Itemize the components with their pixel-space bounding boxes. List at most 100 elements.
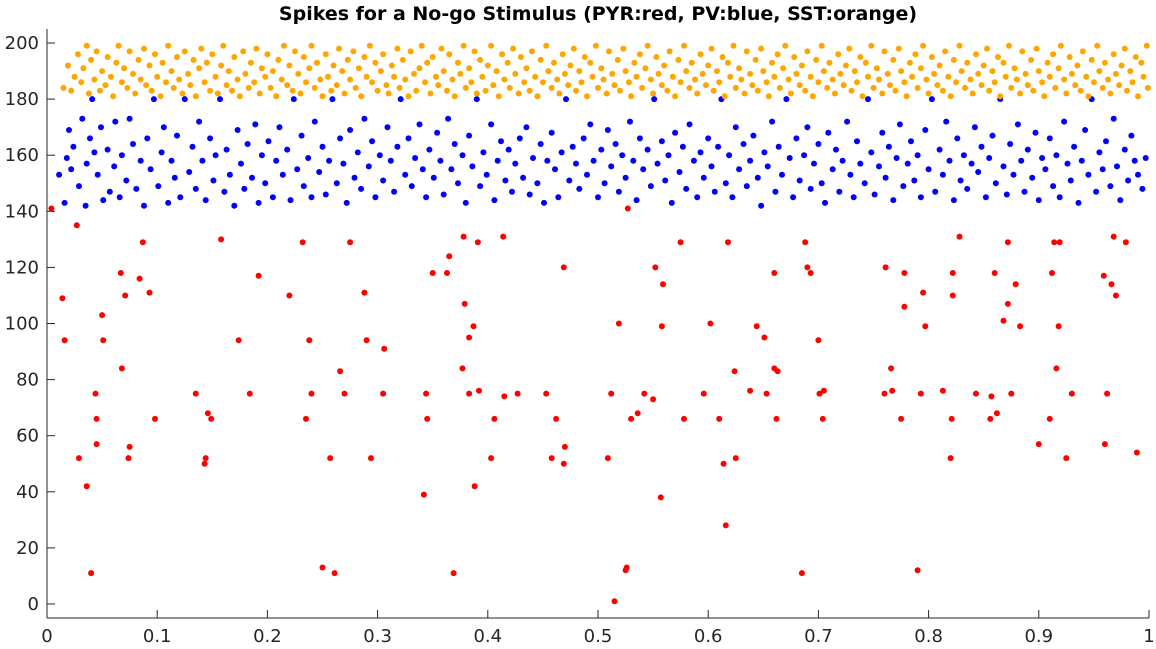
spike-point-sst — [1140, 73, 1147, 80]
spike-point-pv — [1125, 177, 1132, 184]
spike-point-pyr — [450, 570, 457, 577]
spike-point-sst — [99, 68, 106, 75]
spike-point-sst — [587, 59, 594, 66]
spike-point-pv — [640, 166, 647, 173]
spike-point-pyr — [747, 387, 754, 394]
spike-point-pv — [116, 194, 123, 201]
spike-point-pyr — [815, 337, 822, 344]
spike-point-sst — [1107, 90, 1114, 97]
spike-point-sst — [135, 56, 142, 63]
spike-point-pv — [123, 177, 130, 184]
spike-point-sst — [466, 65, 473, 72]
spike-point-pyr — [476, 387, 482, 394]
spike-point-sst — [306, 65, 313, 72]
spike-point-pv — [908, 138, 914, 145]
spike-point-pyr — [657, 494, 664, 501]
spike-point-pv — [234, 127, 241, 133]
x-tick-label: 0.5 — [584, 626, 613, 647]
spike-point-sst — [953, 79, 960, 86]
spike-point-pv — [1056, 194, 1063, 201]
spike-point-sst — [124, 84, 131, 91]
y-tick-label: 80 — [16, 370, 39, 391]
spike-point-sst — [411, 70, 417, 77]
spike-point-pyr — [363, 337, 370, 344]
spike-point-pv — [118, 152, 125, 159]
spike-point-pv — [750, 132, 757, 139]
spike-point-pv — [1053, 152, 1060, 159]
spike-point-pv — [509, 188, 515, 195]
spike-point-pv — [595, 194, 601, 201]
spike-point-sst — [132, 90, 139, 97]
spike-point-sst — [692, 76, 698, 83]
x-tick-label: 0.3 — [363, 626, 392, 647]
spike-point-pv — [569, 143, 576, 150]
spike-point-sst — [435, 82, 442, 89]
spike-point-sst — [152, 51, 158, 58]
spike-point-pv — [683, 185, 690, 192]
spike-point-sst — [978, 82, 985, 89]
spike-point-pv — [1114, 163, 1120, 170]
spike-point-pv — [786, 155, 793, 161]
spike-point-sst — [1077, 87, 1084, 94]
spike-point-sst — [923, 76, 930, 83]
spike-point-sst — [407, 48, 414, 55]
spike-point-pyr — [901, 303, 908, 310]
spike-point-pv — [676, 169, 683, 175]
spike-point-pyr — [152, 415, 158, 422]
spike-point-pyr — [93, 441, 100, 448]
spike-point-pv — [1032, 129, 1039, 136]
spike-point-sst — [936, 62, 943, 69]
spike-point-sst — [308, 42, 315, 49]
spike-point-sst — [196, 65, 203, 72]
spike-point-pv — [202, 197, 209, 204]
spike-point-sst — [644, 42, 651, 49]
spike-point-pyr — [1068, 390, 1075, 397]
spike-point-sst — [192, 93, 199, 100]
spike-point-sst — [523, 65, 530, 72]
spike-point-sst — [372, 59, 379, 66]
spike-point-sst — [868, 42, 875, 49]
spike-point-pv — [651, 96, 658, 103]
spike-point-pv — [249, 174, 255, 181]
spike-point-pv — [829, 166, 836, 173]
spike-point-sst — [743, 48, 750, 55]
spike-point-pv — [729, 194, 736, 201]
spike-point-sst — [1079, 48, 1086, 55]
spike-point-sst — [515, 90, 522, 97]
spike-point-sst — [793, 70, 800, 77]
spike-point-pyr — [889, 387, 896, 394]
spike-point-pv — [811, 160, 817, 167]
spike-point-pv — [700, 174, 707, 181]
spike-point-sst — [1094, 42, 1101, 49]
spike-point-pv — [141, 202, 147, 209]
spike-point-sst — [374, 87, 381, 94]
spike-point-sst — [1083, 73, 1090, 80]
spike-point-pv — [882, 174, 889, 181]
spike-point-pv — [790, 194, 797, 201]
spike-point-sst — [681, 42, 687, 49]
spike-point-pv — [1003, 191, 1010, 198]
spike-point-pyr — [700, 390, 707, 397]
spike-point-sst — [870, 84, 877, 91]
spike-point-pyr — [48, 205, 55, 212]
spike-point-pv — [311, 118, 318, 125]
spike-point-pyr — [720, 460, 727, 467]
spike-point-pv — [911, 177, 918, 184]
spike-point-sst — [785, 76, 792, 83]
spike-point-pv — [488, 121, 495, 128]
y-tick-label: 40 — [16, 482, 39, 503]
spike-point-pv — [1117, 197, 1124, 204]
spike-point-sst — [1000, 59, 1007, 66]
spike-point-sst — [854, 79, 860, 86]
spike-point-pv — [459, 152, 466, 159]
spike-point-sst — [482, 87, 489, 94]
spike-point-pv — [56, 171, 63, 178]
spike-point-sst — [565, 82, 572, 89]
spike-point-pyr — [677, 239, 684, 246]
spike-point-sst — [650, 90, 657, 97]
spike-point-sst — [501, 76, 508, 83]
spike-point-pv — [137, 157, 144, 164]
spike-point-pv — [992, 180, 999, 187]
spike-point-pv — [957, 177, 964, 184]
spike-point-sst — [1050, 51, 1057, 58]
